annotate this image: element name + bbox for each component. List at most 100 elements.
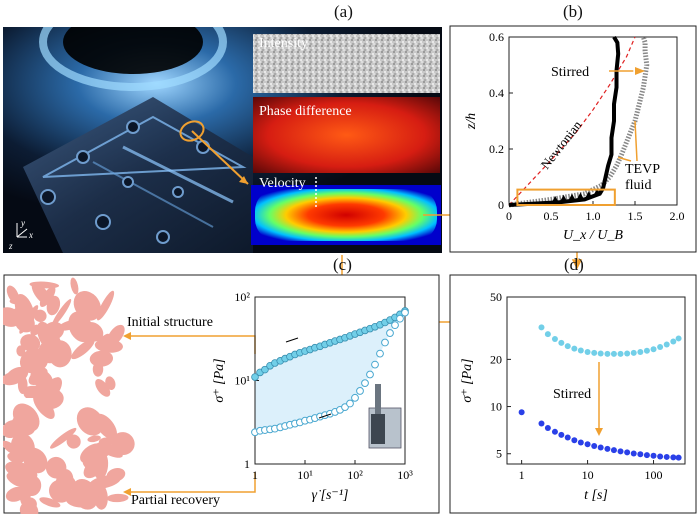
initial-structure-blob bbox=[48, 340, 72, 368]
x-tick-label: 1 bbox=[252, 468, 258, 482]
initial-structure-blob bbox=[31, 359, 43, 368]
light-point bbox=[604, 350, 611, 357]
recovered-structure-blob bbox=[56, 469, 74, 490]
initial-structure-blob bbox=[92, 361, 104, 377]
x-axis-label: t [s] bbox=[584, 488, 608, 503]
recovered-structure-blob bbox=[6, 472, 28, 488]
light-point bbox=[538, 324, 545, 331]
light-point bbox=[551, 335, 558, 342]
initial-structure-blob bbox=[107, 324, 125, 346]
layer-intensity: Intensity bbox=[259, 36, 308, 51]
dark-point bbox=[597, 444, 604, 451]
x-tick-label: 10² bbox=[347, 468, 363, 482]
stirred-annotation: Stirred bbox=[553, 387, 591, 402]
dark-point bbox=[544, 424, 551, 431]
chart-d: 1 10 100 5 10 20 50 t [s] σ⁺ [Pa] Stirred bbox=[449, 274, 697, 514]
x-axis-label: U_x / U_B bbox=[563, 228, 623, 243]
recovered-structure-blob bbox=[98, 437, 115, 446]
down-sweep-point bbox=[391, 321, 399, 330]
light-point bbox=[643, 347, 650, 354]
recovered-structure-blob bbox=[5, 486, 27, 502]
stirred-arrowhead bbox=[635, 67, 646, 75]
dark-point bbox=[630, 450, 637, 457]
dark-point bbox=[637, 451, 644, 458]
up-sweep-point bbox=[261, 365, 269, 374]
triangle-marker bbox=[560, 194, 568, 202]
recovered-structure-blob bbox=[71, 478, 99, 510]
light-point bbox=[617, 350, 624, 357]
y-tick-label: 0.2 bbox=[489, 142, 504, 156]
y-tick-label: 20 bbox=[490, 352, 502, 366]
down-sweep-point bbox=[401, 308, 409, 317]
initial-structure-blob bbox=[71, 339, 95, 360]
recovered-structure-blob bbox=[21, 497, 37, 513]
down-sweep-point bbox=[386, 329, 394, 337]
triangle-marker bbox=[585, 191, 593, 198]
initial-structure-blob bbox=[20, 334, 41, 352]
dark-point bbox=[650, 452, 657, 459]
recovered-structure-blob bbox=[76, 407, 104, 436]
light-point bbox=[544, 331, 551, 338]
initial-structure-blob bbox=[95, 379, 111, 397]
down-sweep-point bbox=[371, 360, 379, 369]
light-point bbox=[663, 341, 670, 348]
layer-velocity: Velocity bbox=[259, 176, 306, 191]
panel-letter-d: (d) bbox=[564, 255, 584, 274]
light-point bbox=[657, 343, 664, 350]
initial-structure-blob bbox=[29, 281, 60, 289]
x-tick-label: 10³ bbox=[397, 468, 413, 482]
panel-letter-a: (a) bbox=[334, 2, 353, 21]
dark-point bbox=[675, 454, 682, 461]
light-point bbox=[591, 349, 598, 356]
dark-point bbox=[591, 443, 598, 450]
axis-x-label: x bbox=[28, 230, 33, 240]
down-sweep-point bbox=[361, 379, 369, 388]
tevp-arrow-2 bbox=[617, 156, 632, 162]
dark-point bbox=[610, 447, 617, 454]
light-point bbox=[584, 348, 591, 355]
tevp-line bbox=[508, 36, 650, 208]
stirred-line bbox=[508, 35, 621, 207]
y-tick-label: 10¹ bbox=[234, 374, 250, 388]
initial-label: Initial structure bbox=[127, 315, 213, 330]
fluid-annotation: fluid bbox=[625, 178, 651, 193]
newtonian-line bbox=[508, 36, 636, 206]
chart-b: 0 0.5 1.0 1.5 2.0 0 0.2 0.4 0.6 U_x / U_B z/h Stirr… bbox=[449, 25, 697, 253]
panel-letter-c: (c) bbox=[333, 255, 352, 274]
triangle-marker bbox=[568, 193, 576, 201]
initial-structure-blob bbox=[16, 345, 26, 357]
light-point bbox=[577, 347, 584, 354]
recovered-structure-blob bbox=[39, 497, 61, 508]
recovery-arrowhead bbox=[123, 488, 131, 496]
down-sweep-point bbox=[356, 387, 364, 395]
dark-point bbox=[670, 454, 677, 461]
intensity-image bbox=[253, 34, 440, 93]
initial-structure-blob bbox=[47, 323, 63, 351]
stirred-arrowhead bbox=[595, 428, 603, 436]
rheometer-cup bbox=[371, 414, 385, 444]
light-point bbox=[624, 350, 631, 357]
triangle-marker bbox=[551, 195, 559, 203]
light-point bbox=[650, 346, 657, 353]
zoom-box bbox=[516, 188, 616, 207]
y-tick-label: 1 bbox=[244, 457, 250, 471]
y-tick-label: 50 bbox=[490, 290, 502, 304]
y-tick-label: 0 bbox=[498, 198, 504, 212]
light-point bbox=[564, 343, 571, 350]
x-tick-label: 100 bbox=[645, 468, 663, 482]
dark-point bbox=[604, 445, 611, 452]
recovered-structure-blob bbox=[80, 443, 105, 464]
dark-point bbox=[663, 453, 670, 460]
panel-d-frame bbox=[449, 274, 697, 514]
y-axis-label: σ⁺ [Pa] bbox=[212, 358, 227, 402]
y-tick-label: 5 bbox=[496, 447, 502, 461]
dark-point bbox=[518, 409, 525, 416]
light-point bbox=[670, 338, 677, 345]
initial-structure-blob bbox=[70, 277, 79, 295]
x-tick-label: 10¹ bbox=[297, 468, 313, 482]
tevp-annotation: TEVP bbox=[625, 162, 660, 177]
light-point bbox=[558, 339, 565, 346]
light-point bbox=[637, 348, 644, 355]
initial-structure-blob bbox=[6, 285, 20, 304]
initial-structure-blob bbox=[28, 367, 48, 386]
